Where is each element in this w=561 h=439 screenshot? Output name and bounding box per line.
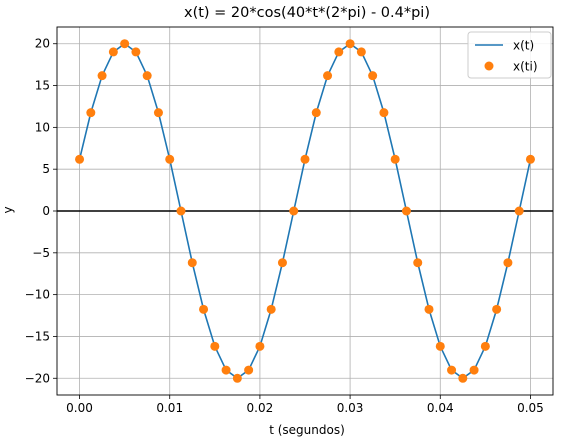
data-point bbox=[86, 108, 96, 118]
x-tick-label: 0.00 bbox=[66, 401, 93, 415]
data-point bbox=[368, 71, 378, 81]
x-tick-label: 0.01 bbox=[156, 401, 183, 415]
data-point bbox=[345, 39, 355, 49]
data-point bbox=[503, 258, 513, 268]
chart-title: x(t) = 20*cos(40*t*(2*pi) - 0.4*pi) bbox=[184, 5, 430, 21]
y-tick-label: 5 bbox=[42, 162, 50, 176]
data-point bbox=[187, 258, 197, 268]
y-tick-label: −20 bbox=[25, 371, 50, 385]
data-point bbox=[323, 71, 333, 81]
data-point bbox=[514, 206, 524, 216]
axis-ticks: 0.00 0.01 0.02 0.03 0.04 0.05 −20 −15 −10 −5 0 5 10 1… bbox=[25, 37, 544, 415]
data-point bbox=[153, 108, 163, 118]
data-point bbox=[458, 373, 468, 383]
data-point bbox=[176, 206, 186, 216]
x-tick-label: 0.05 bbox=[517, 401, 544, 415]
legend-label-line: x(t) bbox=[513, 39, 534, 53]
y-tick-label: −15 bbox=[25, 329, 50, 343]
data-point bbox=[356, 47, 366, 57]
legend-box bbox=[467, 31, 552, 79]
data-point bbox=[311, 108, 321, 118]
data-point bbox=[75, 154, 85, 164]
data-point bbox=[142, 71, 152, 81]
data-point bbox=[289, 206, 299, 216]
data-point bbox=[165, 154, 175, 164]
x-tick-label: 0.02 bbox=[247, 401, 274, 415]
series-layer bbox=[75, 39, 535, 383]
legend-marker-swatch bbox=[484, 61, 494, 71]
data-point bbox=[390, 154, 400, 164]
data-point bbox=[492, 304, 502, 314]
data-point bbox=[131, 47, 141, 57]
data-point bbox=[97, 71, 107, 81]
data-point bbox=[244, 365, 254, 375]
data-point bbox=[334, 47, 344, 57]
y-tick-label: −10 bbox=[25, 288, 50, 302]
y-tick-label: 10 bbox=[35, 120, 50, 134]
data-point bbox=[120, 39, 130, 49]
x-axis-label: t (segundos) bbox=[269, 423, 345, 437]
data-point bbox=[424, 304, 434, 314]
y-tick-label: 20 bbox=[35, 37, 50, 51]
data-point bbox=[210, 341, 220, 351]
data-point bbox=[108, 47, 118, 57]
data-point bbox=[447, 365, 457, 375]
data-point bbox=[300, 154, 310, 164]
legend: x(t) x(ti) bbox=[467, 31, 552, 79]
legend-label-markers: x(ti) bbox=[513, 60, 538, 74]
data-point bbox=[232, 373, 242, 383]
data-point bbox=[480, 341, 490, 351]
data-point bbox=[266, 304, 276, 314]
y-tick-label: 0 bbox=[42, 204, 50, 218]
data-point bbox=[379, 108, 389, 118]
data-point bbox=[277, 258, 287, 268]
y-tick-label: 15 bbox=[35, 79, 50, 93]
data-point bbox=[401, 206, 411, 216]
data-point bbox=[199, 304, 209, 314]
y-tick-label: −5 bbox=[32, 246, 50, 260]
data-point bbox=[469, 365, 479, 375]
x-tick-label: 0.04 bbox=[427, 401, 454, 415]
data-point bbox=[435, 341, 445, 351]
data-point bbox=[221, 365, 231, 375]
data-point bbox=[255, 341, 265, 351]
data-point bbox=[525, 154, 535, 164]
data-point bbox=[413, 258, 423, 268]
x-tick-label: 0.03 bbox=[337, 401, 364, 415]
y-axis-label: y bbox=[1, 206, 15, 213]
